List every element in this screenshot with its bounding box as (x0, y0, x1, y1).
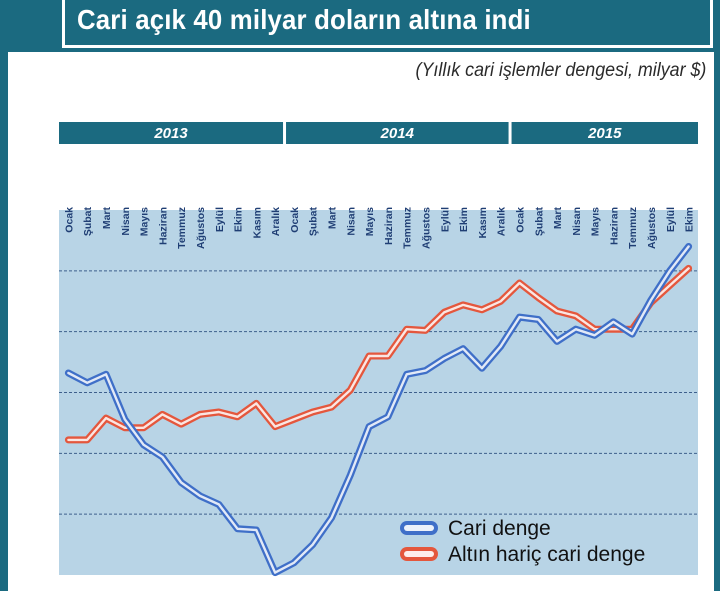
month-label: Temmuz (176, 207, 188, 249)
month-label: Aralık (496, 207, 508, 236)
y-tick-label: -50 (24, 386, 44, 402)
month-label: Haziran (383, 207, 395, 245)
month-label: Haziran (608, 207, 620, 245)
month-label: Ağustos (195, 207, 207, 249)
y-tick-label: -65 (24, 568, 44, 584)
month-label: Ocak (514, 207, 526, 233)
month-label: Ekim (684, 207, 696, 232)
month-label: Ağustos (646, 207, 658, 249)
month-label: Mayıs (139, 207, 151, 236)
month-label: Ekim (233, 207, 245, 232)
month-label: Kasım (251, 207, 263, 239)
month-label: Mayıs (590, 207, 602, 236)
month-label: Şubat (533, 207, 545, 237)
year-band-2013 (59, 122, 284, 144)
year-label: 2015 (587, 125, 622, 142)
month-label: Mart (327, 206, 339, 229)
year-band-2014 (286, 122, 509, 144)
legend-label: Cari denge (448, 517, 551, 540)
series-line-highlight (67, 245, 690, 574)
y-tick-label: -55 (24, 446, 44, 462)
month-label: Temmuz (402, 207, 414, 249)
y-tick-label: -35 (24, 203, 44, 219)
y-tick-label: -40 (24, 264, 44, 280)
month-label: Şubat (82, 207, 94, 237)
month-label: Eylül (214, 207, 226, 232)
month-label: Ekim (458, 207, 470, 232)
month-label: Mayıs (364, 207, 376, 236)
month-label: Nisan (120, 207, 132, 236)
month-label: Kasım (477, 207, 489, 239)
month-label: Mart (552, 206, 564, 229)
month-label: Mart (101, 206, 113, 229)
legend-swatch-highlight (404, 551, 434, 557)
month-label: Aralık (270, 207, 282, 236)
month-label: Şubat (308, 207, 320, 237)
y-tick-label: -60 (24, 507, 44, 523)
legend-swatch-highlight (404, 525, 434, 531)
year-label: 2014 (380, 125, 415, 142)
month-label: Haziran (157, 207, 169, 245)
month-label: Eylül (439, 207, 451, 232)
year-label: 2013 (153, 125, 188, 142)
series-line-highlight (67, 267, 690, 442)
y-tick-label: -45 (24, 325, 44, 341)
title-box: Cari açık 40 milyar doların altına indi (62, 0, 713, 48)
month-label: Ocak (63, 207, 75, 233)
chart-title: Cari açık 40 milyar doların altına indi (77, 4, 531, 35)
year-band-2015 (511, 122, 698, 144)
month-label: Eylül (665, 207, 677, 232)
chart-subtitle: (Yıllık cari işlemler dengesi, milyar $) (415, 60, 706, 81)
month-label: Nisan (571, 207, 583, 236)
month-label: Ağustos (420, 207, 432, 249)
month-label: Nisan (345, 207, 357, 236)
month-label: Temmuz (627, 207, 639, 249)
legend-label: Altın hariç cari denge (448, 543, 645, 566)
month-label: Ocak (289, 207, 301, 233)
